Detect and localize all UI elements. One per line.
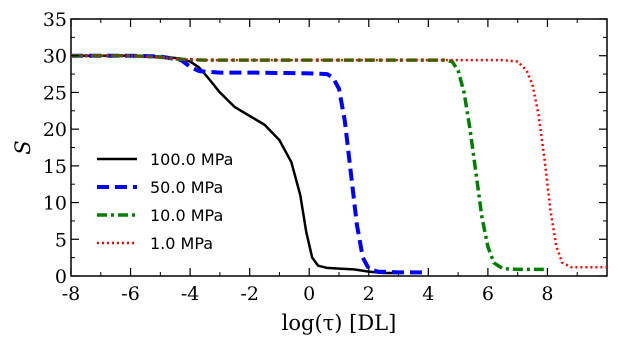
legend-label: 100.0 MPa [150, 150, 233, 169]
y-tick-label: 15 [43, 156, 67, 178]
x-tick-label: 2 [363, 283, 375, 305]
legend: 100.0 MPa 50.0 MPa 10.0 MPa 1.0 MPa [97, 150, 233, 253]
y-tick-label: 25 [43, 82, 67, 104]
y-tick-label: 30 [43, 46, 67, 68]
x-tick-label: -6 [121, 283, 140, 305]
series-line-0 [71, 54, 399, 275]
series-line-1 [71, 53, 429, 275]
legend-label: 1.0 MPa [150, 234, 213, 253]
y-tick-label: 5 [55, 229, 67, 251]
y-tick-label: 20 [43, 119, 67, 141]
x-tick-label: -2 [240, 283, 259, 305]
x-tick-label: -8 [62, 283, 81, 305]
legend-label: 10.0 MPa [150, 206, 223, 225]
series-line-3 [71, 54, 607, 269]
x-tick-label: 8 [541, 283, 553, 305]
x-tick-label: 6 [482, 283, 494, 305]
x-tick-label: -4 [181, 283, 200, 305]
y-tick-label: 35 [43, 9, 67, 31]
series-line-2 [71, 53, 548, 272]
x-axis-label: log(τ) [DL] [282, 311, 397, 335]
legend-label: 50.0 MPa [150, 178, 223, 197]
y-tick-label: 10 [43, 193, 67, 215]
series-layer [71, 53, 607, 275]
y-axis-label: S [11, 140, 35, 154]
tick-layer: -8 -6 -4 -2 0 2 4 6 8 0 5 10 15 20 25 30 35 [43, 9, 607, 305]
y-tick-label: 0 [55, 266, 67, 288]
x-tick-label: 0 [303, 283, 315, 305]
x-tick-label: 4 [422, 283, 434, 305]
